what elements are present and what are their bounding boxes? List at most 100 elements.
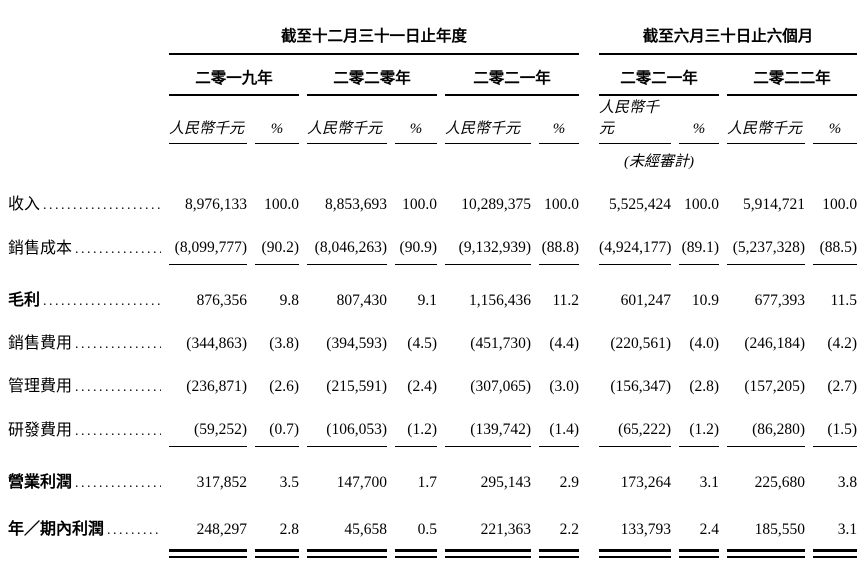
row-admin-expenses: 管理費用....................................… [8,360,857,403]
value-cell: (220,561) [610,335,672,352]
value-cell: 11.2 [552,292,580,309]
value-cell: 2.2 [559,521,580,538]
spacer [8,144,591,178]
row-label: 研發費用 [8,422,73,439]
spacer [8,96,161,144]
value-cell: (4.2) [827,335,858,352]
value-cell: (4.5) [407,335,437,352]
value-cell: 221,363 [480,521,531,538]
percent-header: % [255,96,299,144]
spacer [587,499,591,546]
spacer [587,55,591,96]
value-cell: (1.2) [395,403,437,447]
value-cell: 133,793 [620,521,672,538]
double-rule [813,546,858,563]
value-cell: 3.5 [279,474,299,491]
period-header-row: 截至十二月三十一日止年度 截至六月三十日止六個月 [8,6,858,55]
value-cell: (2.7) [827,378,858,395]
spacer [727,144,857,178]
unit-header: 人民幣千元 [445,96,531,144]
value-cell: 10.9 [691,292,720,309]
value-cell: 9.1 [417,292,437,309]
value-cell: 100.0 [544,196,580,213]
value-cell: (3.0) [549,378,580,395]
value-cell: (90.2) [255,221,299,265]
row-gross-profit: 毛利......................................… [8,265,857,317]
value-cell: 5,525,424 [609,196,672,213]
dot-leaders: ........................................… [75,476,161,491]
value-cell: 45,658 [344,521,387,538]
year-header-2020: 二零二零年 [307,55,437,96]
value-cell: (344,863) [186,335,247,352]
row-label: 銷售費用 [8,335,73,352]
value-cell: (90.9) [395,221,437,265]
value-cell: 2.4 [699,521,720,538]
double-rule [727,546,806,563]
value-cell: 100.0 [402,196,437,213]
value-cell: (8,046,263) [307,221,387,265]
value-cell: 601,247 [620,292,672,309]
dot-leaders: ........................................… [43,294,161,309]
value-cell: (236,871) [186,378,247,395]
value-cell: 173,264 [620,474,672,491]
value-cell: (9,132,939) [445,221,531,265]
spacer [8,6,161,55]
value-cell: (394,593) [326,335,387,352]
value-cell: (89.1) [679,221,720,265]
value-cell: 248,297 [196,521,247,538]
row-label: 毛利 [8,292,41,309]
value-cell: (4.4) [549,335,580,352]
value-cell: (0.7) [255,403,299,447]
value-cell: 3.1 [837,521,858,538]
double-rule [679,546,720,563]
dot-leaders: ........................................… [107,523,161,538]
double-rule-row [8,546,858,563]
value-cell: 3.1 [699,474,720,491]
value-cell: (1.4) [539,403,580,447]
value-cell: 295,143 [480,474,531,491]
unit-header: 人民幣千元 [599,96,672,144]
double-rule [307,546,387,563]
value-cell: 9.8 [279,292,299,309]
value-cell: 8,853,693 [325,196,387,213]
value-cell: 100.0 [264,196,299,213]
spacer [587,447,591,499]
double-rule [445,546,531,563]
double-rule [539,546,580,563]
row-selling-expenses: 銷售費用....................................… [8,317,857,360]
value-cell: 1,156,436 [469,292,531,309]
value-cell: 317,852 [196,474,247,491]
value-cell: (451,730) [470,335,531,352]
value-cell: 147,700 [336,474,387,491]
value-cell: 2.8 [279,521,299,538]
row-rd-expenses: 研發費用....................................… [8,403,858,447]
year-header-2021-interim: 二零二一年 [599,55,720,96]
spacer [587,265,591,317]
dot-leaders: ........................................… [43,198,161,213]
dot-leaders: ........................................… [75,337,161,352]
year-header-2019: 二零一九年 [169,55,299,96]
spacer [587,317,591,360]
value-cell: 876,356 [196,292,247,309]
value-cell: (4.0) [689,335,720,352]
spacer [587,546,591,563]
value-cell: (156,347) [610,378,672,395]
spacer [8,546,161,563]
value-cell: 225,680 [754,474,806,491]
value-cell: 1.7 [417,474,437,491]
percent-header: % [813,96,858,144]
percent-header: % [395,96,437,144]
value-cell: (65,222) [599,403,672,447]
value-cell: 5,914,721 [743,196,806,213]
spacer [587,403,591,447]
value-cell: (8,099,777) [169,221,247,265]
value-cell: (106,053) [307,403,387,447]
value-cell: (86,280) [727,403,806,447]
row-revenue: 收入......................................… [8,178,857,221]
value-cell: (157,205) [744,378,806,395]
year-header-row: 二零一九年 二零二零年 二零二一年 二零二一年 二零二二年 [8,55,858,96]
unit-header: 人民幣千元 [727,96,806,144]
value-cell: 0.5 [417,521,437,538]
spacer [587,6,591,55]
row-label: 年／期內利潤 [8,521,105,538]
